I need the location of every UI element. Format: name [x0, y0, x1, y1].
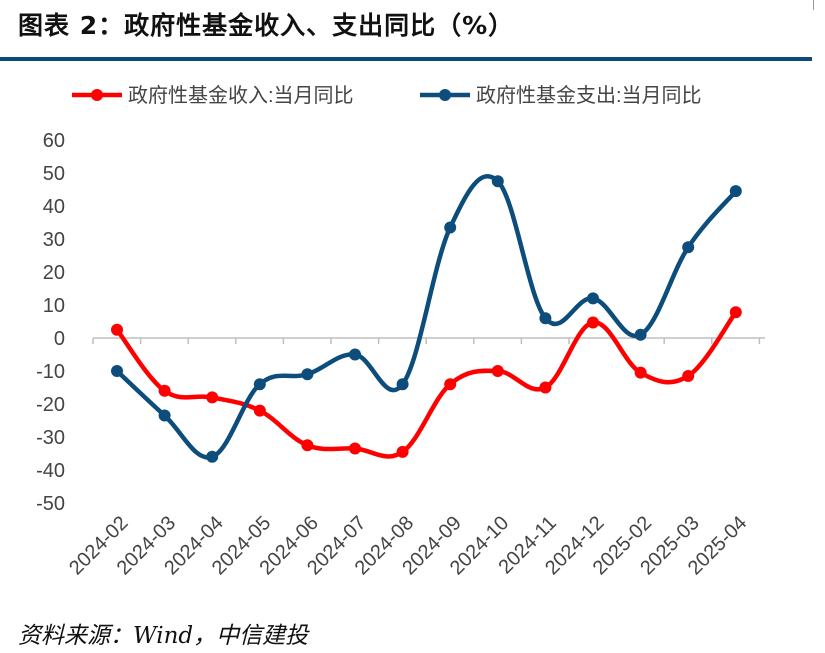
legend-swatch-marker [439, 89, 451, 101]
series-1 [111, 306, 742, 459]
y-tick-label: -50 [36, 493, 65, 515]
y-tick-label: 0 [54, 328, 65, 350]
data-point [444, 378, 457, 391]
data-point [301, 368, 314, 381]
y-tick-label: 40 [43, 196, 65, 218]
data-point [634, 366, 647, 379]
data-point [206, 391, 219, 404]
data-point [539, 381, 552, 394]
legend-swatch-marker [91, 89, 103, 101]
series-layer [111, 174, 742, 463]
data-point [634, 328, 647, 341]
data-point [587, 316, 599, 329]
data-point [349, 442, 361, 455]
data-point [491, 365, 504, 377]
legend-item: 政府性基金支出:当月同比 [420, 84, 702, 107]
data-point [682, 369, 695, 382]
data-point [158, 409, 171, 422]
data-point [729, 185, 742, 198]
data-point [444, 221, 457, 234]
data-point [111, 365, 123, 377]
data-point [301, 439, 314, 452]
legend-label: 政府性基金支出:当月同比 [476, 84, 702, 107]
data-point [587, 292, 599, 305]
y-tick-label: -10 [36, 361, 65, 383]
y-tick-label: -20 [36, 394, 65, 416]
y-axis: 60 50 40 30 20 10 0 -10 -20 -30 -40 -50 [36, 130, 65, 515]
data-point [491, 175, 504, 188]
line-chart: 政府性基金收入:当月同比 政府性基金支出:当月同比 60 50 40 30 20 10 0 -1… [36, 84, 765, 579]
y-tick-label: -30 [36, 427, 65, 449]
legend-label: 政府性基金收入:当月同比 [128, 84, 354, 107]
chart-title: 图表 2：政府性基金收入、支出同比（%） [18, 11, 515, 40]
legend: 政府性基金收入:当月同比 政府性基金支出:当月同比 [72, 84, 702, 107]
y-tick-label: 50 [43, 163, 65, 185]
y-tick-label: -40 [36, 460, 65, 482]
y-tick-label: 20 [43, 262, 65, 284]
y-tick-label: 10 [43, 295, 65, 317]
data-point [206, 450, 219, 463]
title-divider [0, 57, 812, 61]
data-point [111, 323, 123, 336]
data-point [253, 404, 266, 417]
source-note: 资料来源：Wind，中信建投 [18, 623, 309, 649]
data-point [253, 378, 266, 391]
legend-item: 政府性基金收入:当月同比 [72, 84, 354, 107]
data-point [396, 378, 409, 391]
y-tick-label: 30 [43, 229, 65, 251]
data-point [158, 384, 171, 397]
corner-divider [813, 0, 814, 10]
data-point [682, 241, 695, 254]
data-point [539, 312, 552, 325]
y-tick-label: 60 [43, 130, 65, 152]
data-point [729, 306, 742, 319]
x-axis: 2024-022024-032024-042024-052024-062024-… [65, 337, 765, 579]
series-2 [111, 174, 742, 463]
data-point [349, 348, 361, 361]
data-point [396, 445, 409, 458]
